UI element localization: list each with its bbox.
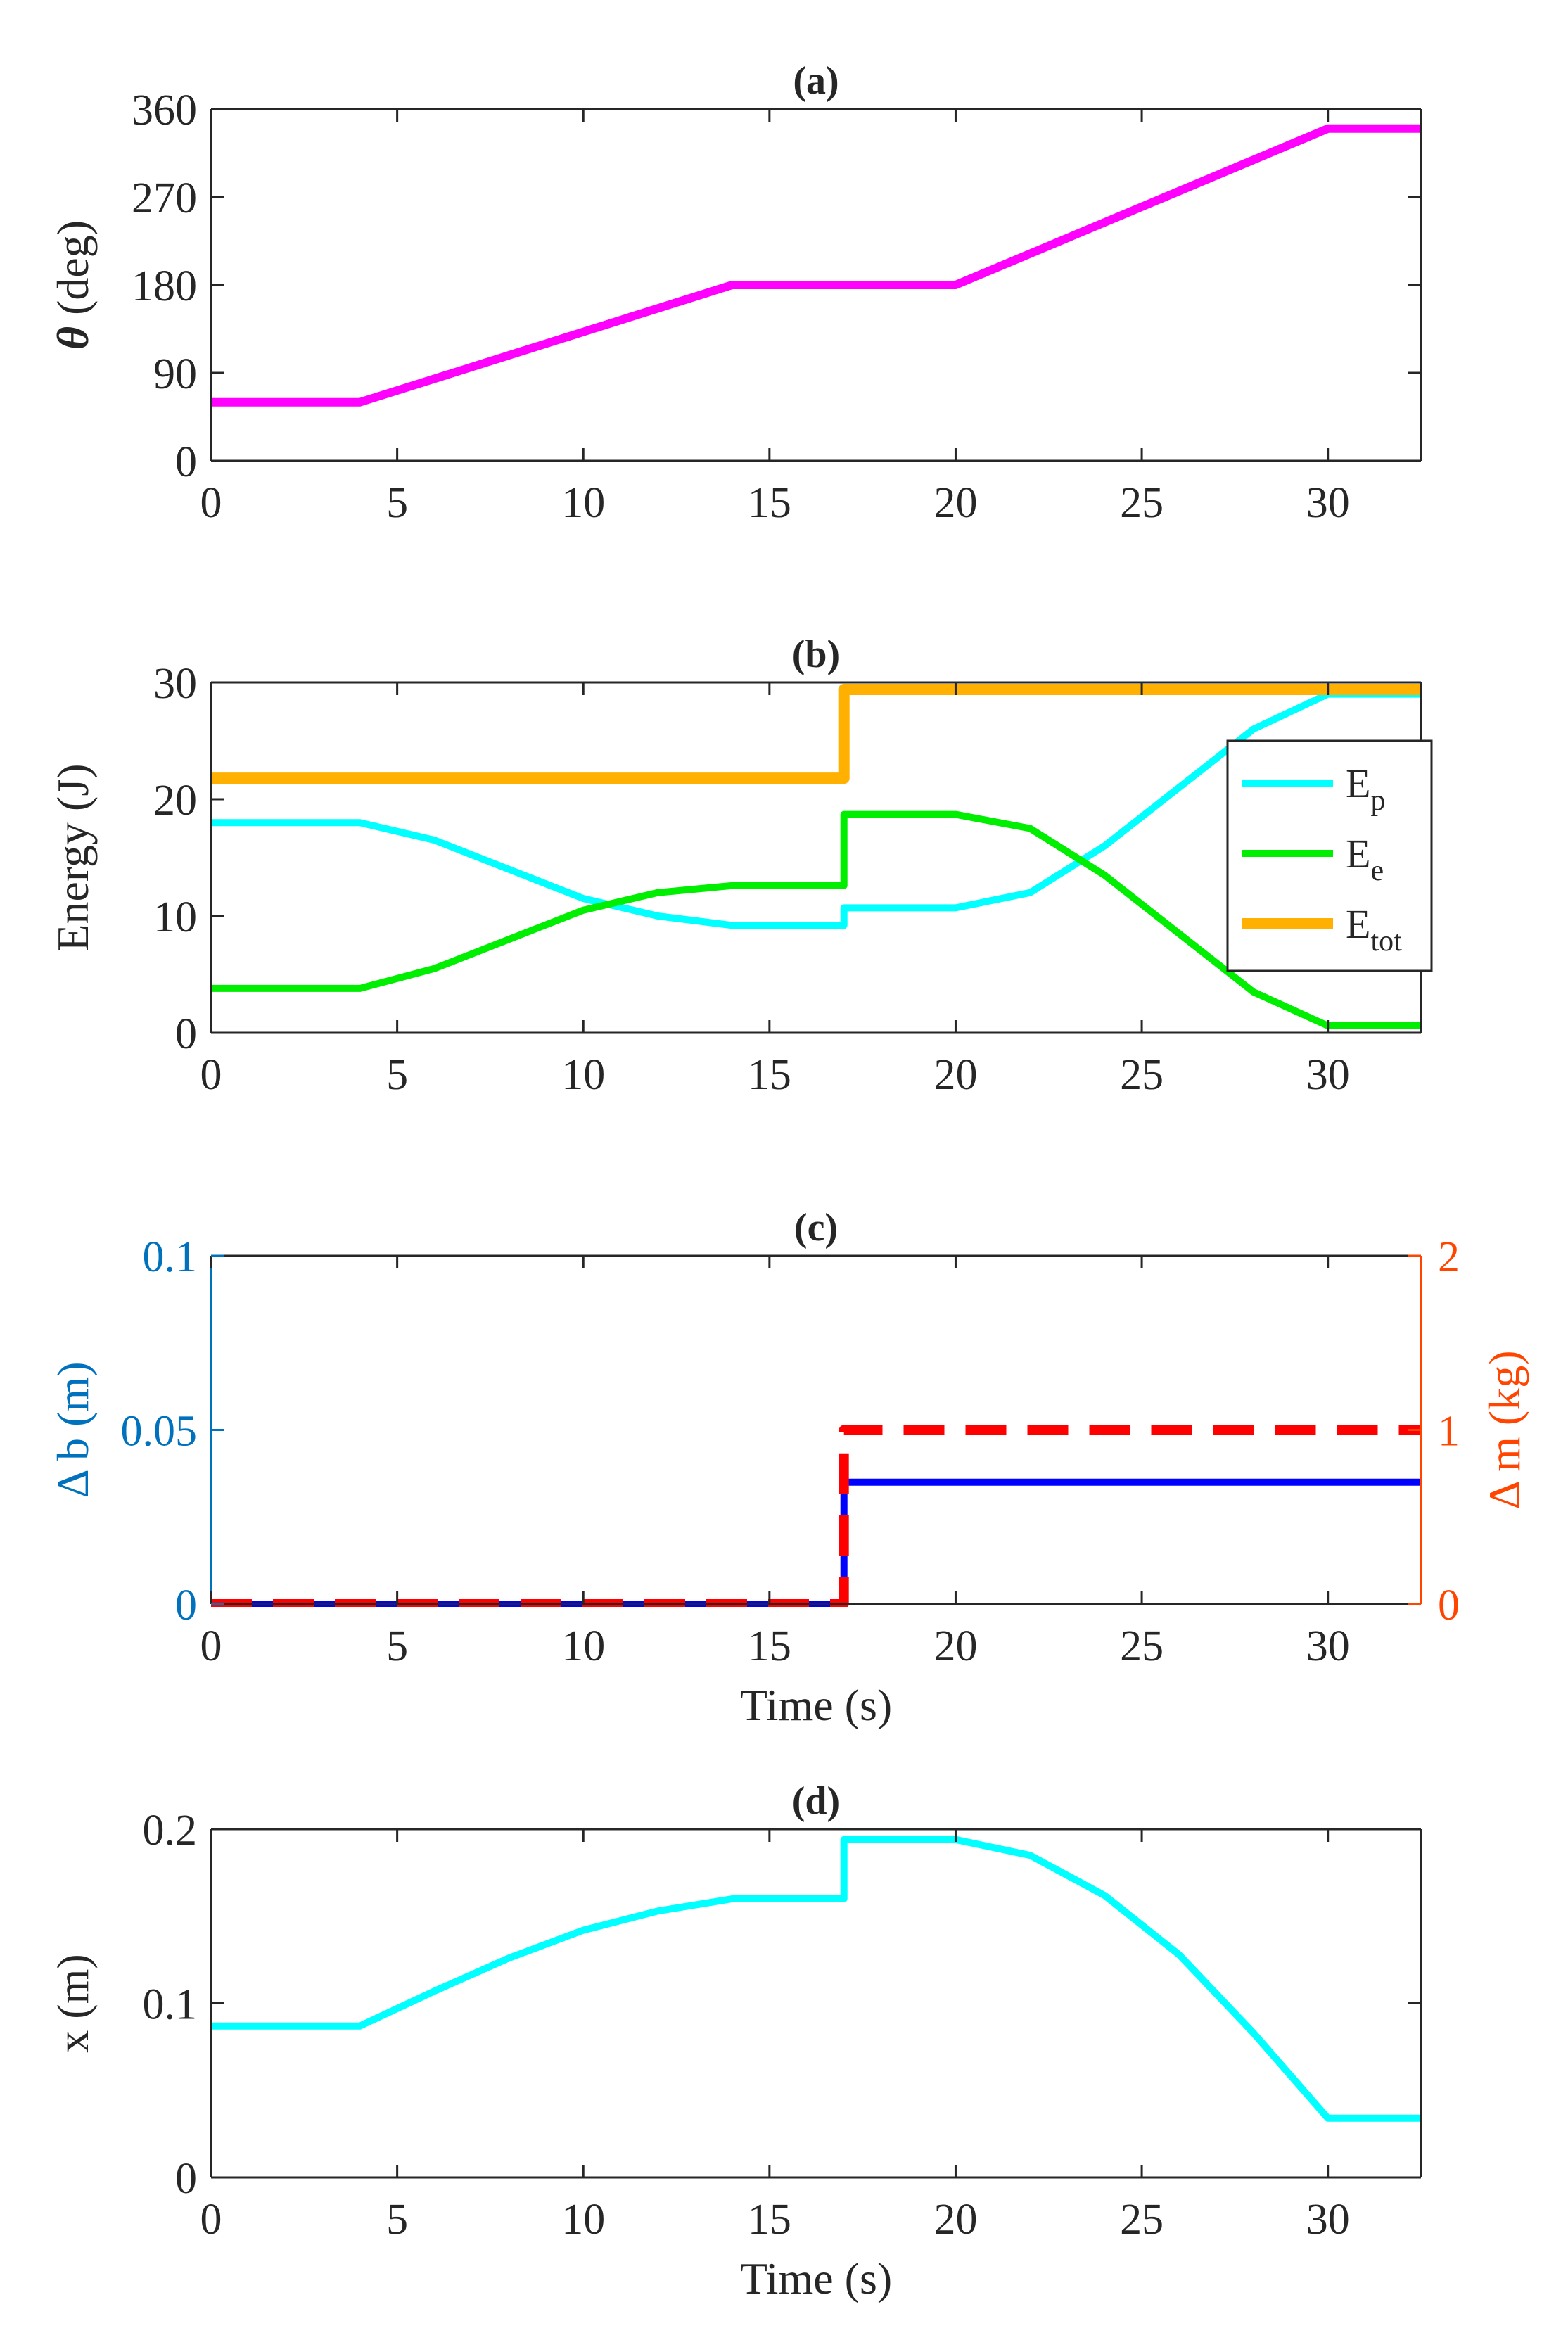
x-tick-label: 25 — [1120, 479, 1164, 527]
y-axis-label-unit: (deg) — [48, 220, 98, 326]
y-tick-label: 0 — [175, 2155, 197, 2203]
y-tick-label: 180 — [132, 262, 197, 310]
y-tick-label: 0.05 — [121, 1408, 198, 1456]
x-tick-label: 20 — [933, 479, 977, 527]
series-group — [211, 1836, 1421, 2122]
y-tick-label: 270 — [132, 174, 197, 222]
y-tick-label: 30 — [153, 660, 197, 708]
y-tick-label: 0 — [175, 1582, 197, 1629]
y-axis-label: Δ b (m) — [48, 1361, 98, 1498]
x-tick-label: 25 — [1120, 1051, 1164, 1099]
x-tick-label: 15 — [748, 1622, 791, 1670]
x-tick-label: 10 — [561, 479, 605, 527]
plot-area — [211, 1829, 1421, 2177]
y-right-tick-label: 1 — [1438, 1408, 1460, 1456]
x-tick-label: 30 — [1306, 1622, 1350, 1670]
chart-title: (d) — [792, 1779, 840, 1823]
legend-label-sub: e — [1370, 855, 1384, 887]
x-tick-label: 5 — [386, 2196, 408, 2244]
series-line-Ep — [211, 690, 1421, 929]
panel-d: 0 5 10 15 20 25 30 0 0.1 0.2 (d) Time (s) x (m) — [48, 1779, 1422, 2303]
x-tick-label: 10 — [561, 2196, 605, 2244]
y-axis-label: x (m) — [48, 1954, 98, 2052]
y-tick-label: 0 — [175, 438, 197, 486]
y-right-axis-label: Δ m (kg) — [1479, 1350, 1529, 1509]
panel-c: 0 5 10 15 20 25 30 0 0.05 0.1 0 1 2 (c) Time (s) Δ b (m… — [48, 1206, 1529, 1730]
legend-label: Ep — [1346, 761, 1385, 817]
x-tick-label: 0 — [200, 1622, 222, 1670]
y-tick-label: 10 — [153, 893, 197, 941]
y-right-tick-label: 2 — [1438, 1233, 1460, 1281]
x-axis-label: Time (s) — [740, 2253, 892, 2303]
chart-title: (b) — [792, 632, 840, 676]
legend-label-main: E — [1346, 761, 1370, 806]
x-tick-label: 30 — [1306, 479, 1350, 527]
x-tick-label: 0 — [200, 2196, 222, 2244]
x-tick-label: 20 — [933, 1051, 977, 1099]
x-tick-label: 25 — [1120, 1622, 1164, 1670]
x-tick-label: 5 — [386, 479, 408, 527]
legend-label-main: E — [1346, 831, 1370, 877]
x-tick-label: 15 — [748, 2196, 791, 2244]
x-tick-label: 10 — [561, 1622, 605, 1670]
y-axis-label-symbol: θ — [48, 326, 98, 350]
y-tick-label: 0.1 — [143, 1981, 198, 2029]
x-axis-label: Time (s) — [740, 1680, 892, 1730]
series-line-theta — [211, 124, 1421, 407]
x-tick-label: 15 — [748, 479, 791, 527]
series-line-x — [211, 1836, 1421, 2122]
x-tick-label: 5 — [386, 1051, 408, 1099]
y-tick-label: 0 — [175, 1010, 197, 1058]
chart-title: (c) — [794, 1206, 838, 1249]
x-tick-label: 30 — [1306, 1051, 1350, 1099]
y-tick-label: 360 — [132, 87, 197, 134]
x-tick-label: 10 — [561, 1051, 605, 1099]
legend-label-main: E — [1346, 901, 1370, 947]
y-tick-label: 0.1 — [143, 1233, 198, 1281]
x-tick-label: 15 — [748, 1051, 791, 1099]
x-tick-label: 0 — [200, 479, 222, 527]
chart-title: (a) — [793, 59, 839, 103]
x-tick-label: 20 — [933, 1622, 977, 1670]
x-tick-label: 0 — [200, 1051, 222, 1099]
legend-label: Etot — [1346, 901, 1402, 958]
x-tick-label: 25 — [1120, 2196, 1164, 2244]
series-line-Etot — [211, 684, 1421, 784]
legend-label-sub: p — [1370, 784, 1385, 817]
series-group — [211, 124, 1421, 407]
series-line-Ee — [211, 810, 1421, 1029]
y-tick-label: 0.2 — [143, 1807, 198, 1855]
legend-label-sub: tot — [1370, 925, 1402, 958]
panel-a: 0 5 10 15 20 25 30 0 90 180 270 360 (a) θ (deg) — [48, 59, 1422, 527]
series-group — [211, 684, 1421, 1029]
x-tick-label: 30 — [1306, 2196, 1350, 2244]
y-right-tick-label: 0 — [1438, 1582, 1460, 1629]
x-tick-label: 5 — [386, 1622, 408, 1670]
y-tick-label: 90 — [153, 350, 197, 398]
y-tick-label: 20 — [153, 777, 197, 825]
y-axis-label: Energy (J) — [48, 763, 98, 951]
x-tick-label: 20 — [933, 2196, 977, 2244]
legend-label: Ee — [1346, 831, 1384, 887]
y-axis-label: θ (deg) — [48, 220, 98, 350]
